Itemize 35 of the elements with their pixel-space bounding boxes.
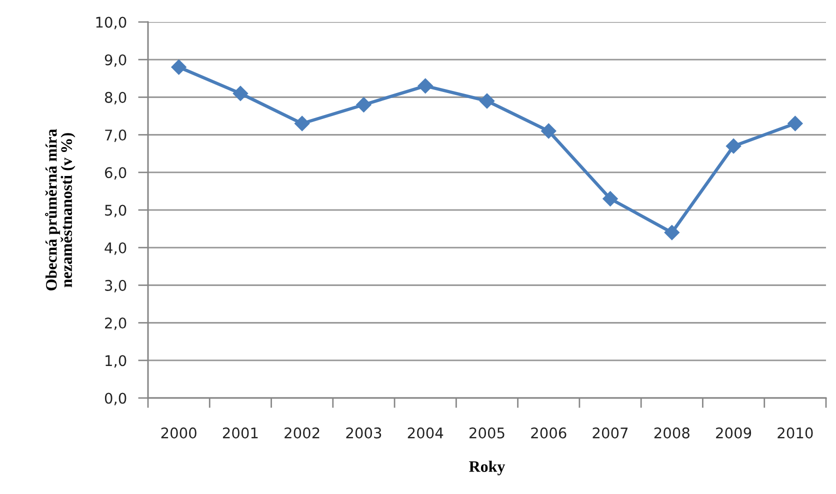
point [540, 123, 556, 139]
x-tick-label: 2003 [346, 427, 382, 438]
point [664, 224, 680, 240]
point [232, 86, 248, 102]
x-tick-label: 2004 [408, 427, 444, 438]
point [602, 190, 618, 207]
point [356, 96, 372, 113]
point [418, 78, 434, 94]
x-axis-title: Roky [469, 460, 506, 476]
y-tick-label: 2,0 [105, 318, 126, 330]
point [787, 116, 804, 132]
x-tick-label: 2007 [592, 427, 628, 438]
x-tick-label: 2008 [654, 427, 690, 438]
point [294, 116, 310, 132]
point [170, 59, 187, 75]
y-tick-label: 10,0 [96, 16, 126, 30]
y-tick-label: 6,0 [104, 167, 126, 180]
x-tick-label: 2000 [161, 427, 196, 438]
x-tick-label: 2002 [284, 427, 320, 438]
y-tick-label: 1,0 [106, 355, 126, 368]
point [726, 138, 742, 154]
x-tick-label: 2009 [716, 427, 752, 438]
y-axis-title: Obecná průměrná míra nezaměstnanosti (v %) [45, 129, 76, 290]
x-tick-label: 2010 [778, 427, 813, 438]
y-tick-label: 8,0 [104, 92, 126, 104]
y-tick-label: 3,0 [105, 280, 126, 292]
y-tick-label: 5,0 [105, 204, 126, 218]
y-tick-label: 9,0 [104, 54, 126, 67]
x-tick-label: 2005 [470, 427, 504, 438]
y-tick-label: 4,0 [104, 242, 126, 255]
y-tick-label: 0,0 [104, 392, 126, 406]
y-tick-label: 7,0 [105, 130, 126, 142]
point [479, 93, 495, 109]
x-tick-label: 2001 [222, 427, 258, 438]
x-tick-label: 2006 [531, 427, 566, 438]
